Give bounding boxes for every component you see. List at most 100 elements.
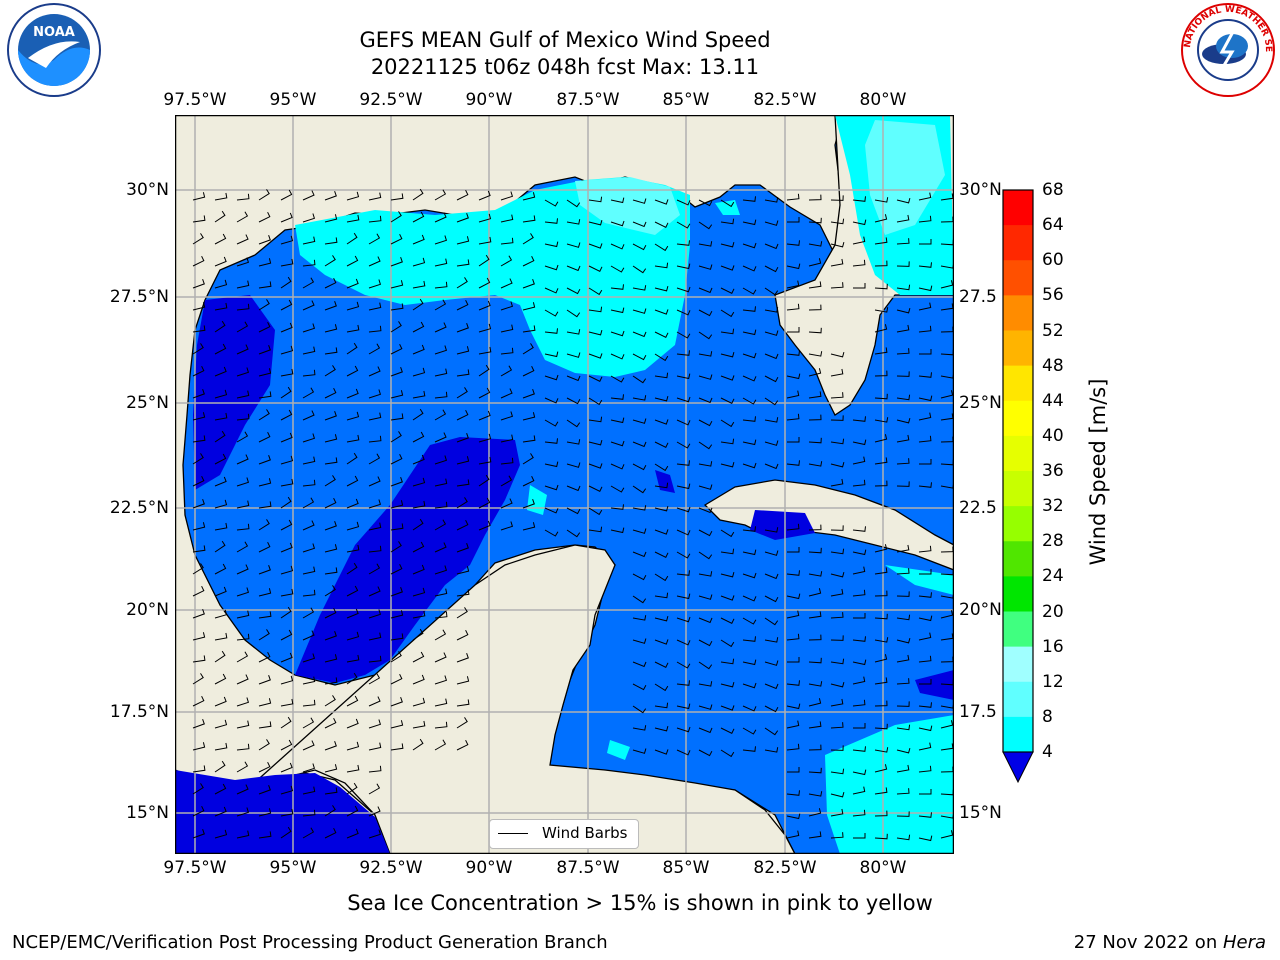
wind-barb <box>830 195 844 201</box>
wind-barb <box>456 479 470 487</box>
wind-barb <box>720 438 735 445</box>
wind-barb <box>368 765 382 773</box>
wind-barb <box>918 302 932 311</box>
wind-barb <box>698 221 713 230</box>
wind-barb <box>522 453 534 465</box>
colorbar-segment <box>1003 295 1033 331</box>
nws-logo-icon: NATIONAL WEATHER SERVICE <box>1180 2 1275 97</box>
wind-barb <box>698 199 713 207</box>
wind-barb <box>787 217 800 223</box>
wind-barb <box>830 415 844 421</box>
wind-barb <box>412 321 425 333</box>
wind-barb <box>919 569 932 575</box>
colorbar-label: Wind Speed [m/s] <box>1086 378 1110 566</box>
wind-barb <box>676 263 691 270</box>
wind-barb <box>742 242 757 249</box>
lat-tick-left: 15°N <box>126 803 169 823</box>
wind-barb <box>368 829 382 839</box>
wind-barb <box>676 240 690 246</box>
wind-barb <box>390 633 404 641</box>
colorbar <box>1002 189 1034 784</box>
wind-barb <box>302 213 316 223</box>
wind-barb <box>500 324 514 333</box>
wind-barb <box>918 372 932 378</box>
footer-host: Hera <box>1222 932 1266 953</box>
wind-barb <box>346 718 359 729</box>
wind-barb <box>720 639 735 648</box>
wind-barb <box>720 375 735 381</box>
wind-barb <box>478 254 490 267</box>
wind-barb <box>368 563 381 575</box>
wind-barb <box>302 456 316 465</box>
wind-barb <box>302 369 316 377</box>
wind-barb <box>258 281 272 289</box>
wind-barb <box>544 287 559 294</box>
wind-barb <box>918 545 932 553</box>
wind-barb <box>192 585 205 597</box>
wind-barb <box>456 387 468 399</box>
wind-barb <box>302 190 315 201</box>
wind-barb <box>236 651 249 663</box>
wind-barb <box>808 767 822 774</box>
wind-barb <box>654 573 669 582</box>
wind-barb <box>676 396 691 403</box>
wind-barb <box>368 719 382 729</box>
wind-barb <box>236 367 250 377</box>
wind-barb <box>654 505 669 512</box>
wind-barb <box>808 241 823 247</box>
wind-barb <box>830 612 844 619</box>
wind-barb <box>918 285 933 292</box>
wind-barb <box>500 214 514 223</box>
wind-barb <box>214 742 228 751</box>
wind-barb <box>874 480 888 487</box>
lon-tick-top: 90°W <box>465 90 513 110</box>
wind-barb <box>390 477 403 487</box>
wind-barb <box>632 441 647 448</box>
wind-barb <box>302 786 316 795</box>
wind-barb <box>632 615 647 621</box>
wind-barb <box>852 549 867 556</box>
wind-barb <box>368 783 381 795</box>
wind-barb <box>808 437 822 444</box>
wind-barb <box>720 218 735 225</box>
wind-barb <box>852 236 866 245</box>
wind-barb <box>632 638 647 644</box>
wind-barb <box>544 507 559 514</box>
wind-barb <box>764 595 779 603</box>
wind-barb <box>280 716 292 729</box>
wind-barb <box>896 238 910 245</box>
wind-barb <box>676 593 691 600</box>
wind-barb <box>742 572 757 579</box>
wind-barb <box>412 500 426 509</box>
wind-barb <box>434 721 448 729</box>
wind-barb <box>456 699 470 707</box>
lon-tick-top: 97.5°W <box>163 90 227 110</box>
wind-barb <box>192 765 206 773</box>
wind-barb <box>302 387 315 399</box>
wind-barb <box>786 633 800 641</box>
lon-tick-top: 92.5°W <box>359 90 423 110</box>
wind-barb <box>258 629 270 641</box>
wind-barb <box>764 220 779 226</box>
wind-barb <box>852 439 867 446</box>
wind-barb <box>918 325 932 333</box>
wind-barb <box>896 747 911 754</box>
wind-barb <box>390 697 403 707</box>
wind-barb <box>787 657 800 663</box>
wind-barb <box>830 832 844 839</box>
wind-barb <box>919 789 932 795</box>
wind-barb <box>566 462 581 468</box>
wind-barb <box>742 746 756 752</box>
wind-barb <box>566 485 581 492</box>
wind-barb <box>456 497 468 509</box>
wind-barb <box>302 410 315 421</box>
wind-barb <box>192 365 205 377</box>
wind-barb <box>324 764 338 773</box>
wind-barb <box>852 699 866 707</box>
wind-barb <box>192 742 206 751</box>
colorbar-segment <box>1003 681 1033 718</box>
wind-barb <box>632 528 647 534</box>
wind-barb <box>390 193 404 201</box>
wind-barb <box>236 807 250 817</box>
wind-barb <box>918 835 933 842</box>
